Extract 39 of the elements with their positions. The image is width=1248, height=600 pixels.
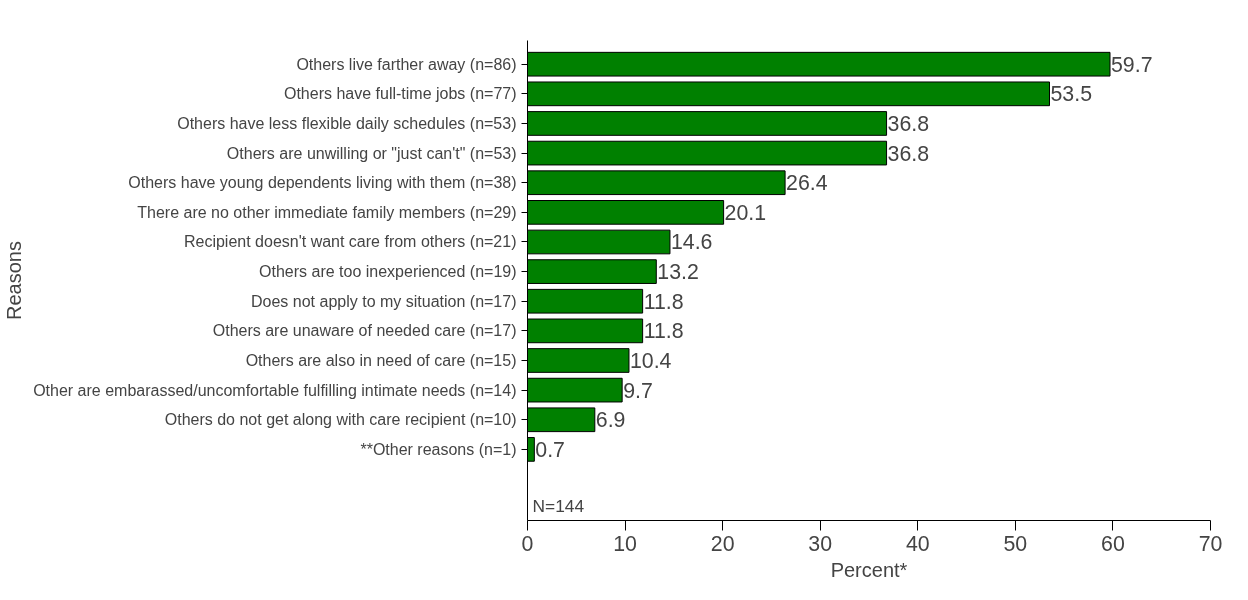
- data-label: 53.5: [1050, 82, 1093, 107]
- data-label: 11.8: [643, 289, 684, 314]
- y-tick-label: Other are embarassed/uncomfortable fulfilling intimate needs (n=14): [33, 381, 517, 399]
- y-tick-label: Others have less flexible daily schedules (n=53): [177, 114, 517, 132]
- data-label: 11.8: [643, 319, 684, 344]
- y-tick-label: There are no other immediate family members (n=29): [137, 203, 517, 221]
- data-label: 9.7: [623, 378, 653, 403]
- x-axis-title: Percent*: [830, 558, 908, 581]
- x-tick-label: 10: [613, 531, 638, 556]
- y-tick-label: Others have young dependents living with them (n=38): [128, 174, 517, 192]
- y-tick-label: Recipient doesn't want care from others (n=21): [183, 233, 517, 251]
- data-label: 20.1: [724, 200, 767, 225]
- text: N=144: [532, 495, 585, 516]
- x-tick-label: 40: [905, 531, 930, 556]
- data-label: 26.4: [786, 171, 828, 196]
- data-label: 10.4: [629, 349, 672, 373]
- y-tick-label: Others are too inexperienced (n=19): [259, 263, 517, 281]
- y-tick-label: **Other reasons (n=1): [360, 440, 517, 458]
- y-axis-title: Reasons: [3, 241, 26, 320]
- y-tick-label: Others are unwilling or "just can't" (n=53): [226, 144, 517, 162]
- data-label: 6.9: [595, 408, 626, 433]
- data-label: 13.2: [657, 260, 699, 285]
- y-tick-label: Others have full-time jobs (n=77): [283, 85, 517, 103]
- data-label: 36.8: [887, 141, 930, 166]
- x-tick-label: 60: [1101, 531, 1125, 556]
- x-tick-label: 0: [521, 531, 534, 556]
- data-label: 0.7: [535, 437, 565, 462]
- y-tick-label: Others are unaware of needed care (n=17): [212, 322, 517, 340]
- y-tick-label: Others do not get along with care recipient (n=10): [164, 411, 517, 429]
- data-label: 59.7: [1111, 52, 1153, 77]
- data-label: 14.6: [670, 230, 713, 255]
- y-tick-label: Others live farther away (n=86): [296, 55, 517, 73]
- y-tick-label: Does not apply to my situation (n=17): [251, 292, 517, 310]
- x-tick-label: 50: [1003, 531, 1028, 556]
- x-tick-label: 20: [710, 531, 735, 556]
- data-label: 36.8: [887, 111, 930, 136]
- y-tick-label: Others are also in need of care (n=15): [245, 352, 517, 369]
- x-tick-label: 70: [1198, 531, 1223, 556]
- x-tick-label: 30: [808, 531, 833, 556]
